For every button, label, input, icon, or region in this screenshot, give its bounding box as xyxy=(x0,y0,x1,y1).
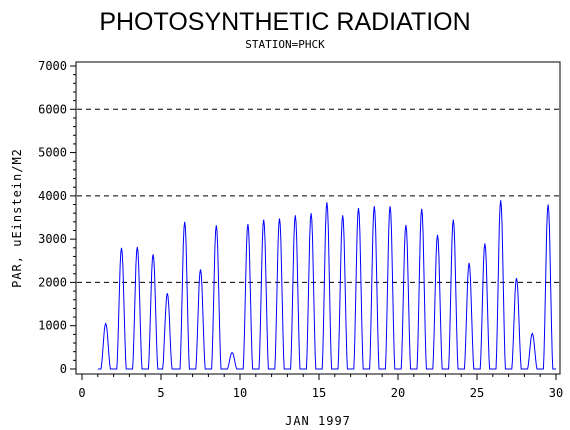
chart-title: PHOTOSYNTHETIC RADIATION xyxy=(99,8,470,36)
x-tick-label-20: 20 xyxy=(391,386,405,400)
x-tick-label-30: 30 xyxy=(549,386,563,400)
x-tick-label-15: 15 xyxy=(312,386,326,400)
y-tick-label-4000: 4000 xyxy=(38,189,67,203)
reference-lines xyxy=(77,108,559,283)
plot-frame xyxy=(75,61,561,375)
chart-subtitle: STATION=PHCK xyxy=(245,38,325,51)
x-axis: 0 5 10 15 20 25 30 xyxy=(78,374,563,400)
y-tick-label-1000: 1000 xyxy=(38,319,67,333)
y-axis: 0 1000 2000 3000 4000 5000 6000 7000 xyxy=(38,59,76,376)
x-axis-label: JAN 1997 xyxy=(285,414,351,428)
y-axis-label: PAR, uEinstein/M2 xyxy=(10,148,24,288)
par-series-line xyxy=(97,200,556,370)
x-tick-label-0: 0 xyxy=(78,386,85,400)
y-tick-label-2000: 2000 xyxy=(38,275,67,289)
y-tick-label-5000: 5000 xyxy=(38,146,67,160)
y-tick-label-0: 0 xyxy=(60,362,67,376)
x-tick-label-25: 25 xyxy=(470,386,484,400)
y-tick-label-3000: 3000 xyxy=(38,232,67,246)
x-tick-label-5: 5 xyxy=(157,386,164,400)
y-tick-label-7000: 7000 xyxy=(38,59,67,73)
x-tick-label-10: 10 xyxy=(233,386,247,400)
y-tick-label-6000: 6000 xyxy=(38,102,67,116)
